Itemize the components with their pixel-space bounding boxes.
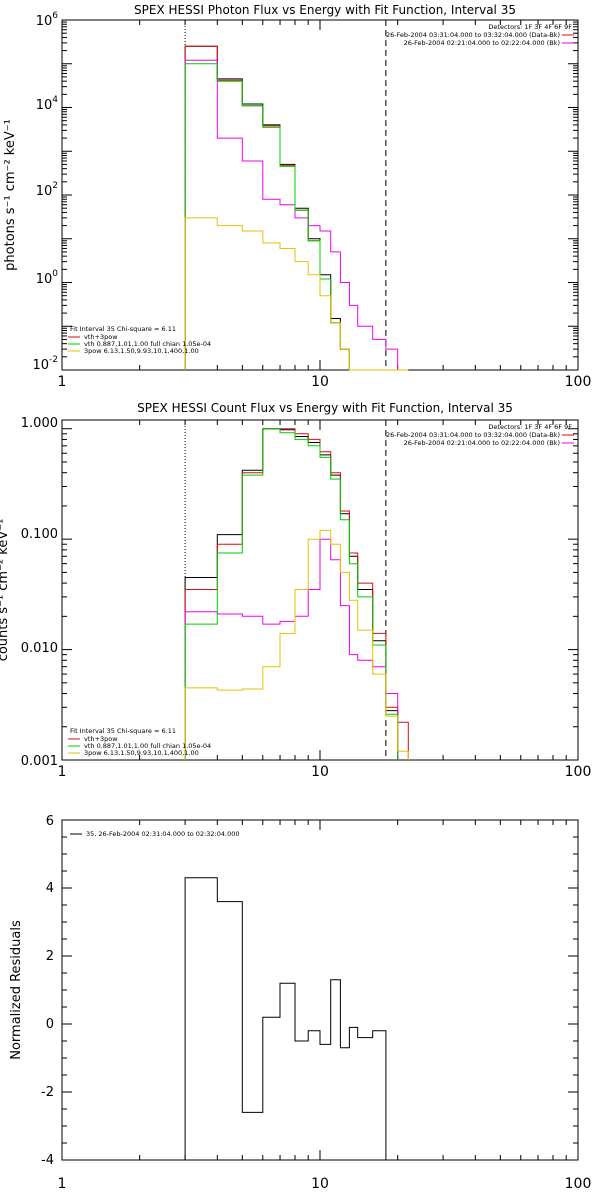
count-series-4 [184, 529, 409, 760]
residuals-ticks [61, 819, 579, 1161]
photon-legend-vth: vth 0.887,1.01,1.00 full chian 1.05e-04 [84, 340, 211, 348]
count-title: SPEX HESSI Count Flux vs Energy with Fit… [137, 401, 513, 415]
count-series-1 [184, 428, 409, 760]
photon-xtick-10: 10 [311, 374, 329, 390]
photon-range-lines [184, 20, 387, 370]
photon-bk-interval: 26-Feb-2004 02:21:04.000 to 02:22:04.000… [404, 39, 560, 47]
photon-legend-model: vth+3pow [84, 333, 118, 341]
residuals-ytick-0: -4 [41, 1153, 54, 1168]
residuals-series [184, 877, 387, 1160]
residuals-ytick-1: -2 [41, 1085, 54, 1100]
residuals-panel: 1 10 100 -4 -2 0 2 4 6 Normalized Residu… [9, 814, 591, 1192]
count-series-3 [184, 428, 399, 760]
photon-fit-info: Fit Interval 35 Chi-square = 6.11 [70, 325, 176, 333]
count-bk-interval: 26-Feb-2004 02:21:04.000 to 02:22:04.000… [404, 439, 560, 447]
residuals-xtick-100: 100 [565, 1176, 592, 1192]
count-legend-3pow: 3pow 6.13,1.50,9.93,10.1,400,1.00 [84, 749, 199, 757]
count-ytick-3: 1.000 [21, 416, 58, 431]
count-ytick-1: 0.010 [21, 641, 58, 656]
photon-ytick-3: 104 [36, 95, 59, 113]
count-flux-panel: SPEX HESSI Count Flux vs Energy with Fit… [0, 401, 591, 780]
photon-legend-3pow: 3pow 6.13,1.50,9.93,10.1,400,1.00 [84, 347, 199, 355]
photon-frame [61, 19, 579, 371]
photon-title: SPEX HESSI Photon Flux vs Energy with Fi… [134, 3, 516, 17]
count-ytick-0: 0.001 [21, 754, 58, 769]
count-ylabel: counts s⁻¹ cm⁻² keV⁻¹ [0, 519, 11, 662]
count-xtick-10: 10 [311, 764, 329, 780]
photon-ylabel: photons s⁻¹ cm⁻² keV⁻¹ [3, 119, 18, 271]
photon-ytick-2: 102 [36, 181, 58, 199]
photon-ytick-4: 106 [36, 11, 59, 29]
count-fit-info: Fit Interval 35 Chi-square = 6.11 [70, 727, 176, 735]
photon-series-4 [184, 217, 409, 371]
count-ytick-2: 0.100 [21, 527, 58, 542]
photon-ytick-0: 10-2 [32, 355, 58, 373]
residuals-ytick-3: 2 [46, 949, 54, 964]
residuals-ytick-4: 4 [46, 881, 54, 896]
photon-series-2 [184, 59, 399, 370]
count-data-interval: 26-Feb-2004 03:31:04.000 to 03:32:04.000… [386, 431, 560, 439]
photon-xtick-1: 1 [58, 374, 67, 390]
residuals-ylabel: Normalized Residuals [9, 920, 24, 1060]
photon-series-3 [184, 63, 386, 371]
residuals-legend: 35, 26-Feb-2004 02:31:04.000 to 02:32:04… [86, 830, 239, 838]
residuals-xtick-1: 1 [58, 1176, 67, 1192]
count-legend-vth: vth 0.887,1.01,1.00 full chian 1.05e-04 [84, 742, 211, 750]
count-detectors: Detectors: 1F 3F 4F 6F 9F [488, 423, 572, 431]
photon-series [184, 45, 409, 371]
photon-detectors: Detectors: 1F 3F 4F 6F 9F [488, 23, 572, 31]
photon-data-interval: 26-Feb-2004 03:31:04.000 to 03:32:04.000… [386, 31, 560, 39]
count-xtick-100: 100 [565, 764, 592, 780]
residuals-ytick-2: 0 [46, 1017, 54, 1032]
photon-series-0 [184, 45, 386, 371]
photon-series-1 [184, 45, 386, 371]
count-series [184, 428, 409, 760]
photon-ytick-1: 100 [36, 269, 59, 287]
residuals-series-0 [184, 877, 387, 1160]
residuals-ytick-5: 6 [46, 814, 54, 829]
residuals-xtick-10: 10 [311, 1176, 329, 1192]
count-legend-model: vth+3pow [84, 735, 118, 743]
photon-flux-panel: SPEX HESSI Photon Flux vs Energy with Fi… [3, 3, 591, 390]
photon-xtick-100: 100 [565, 374, 592, 390]
residuals-frame [61, 819, 579, 1161]
count-xtick-1: 1 [58, 764, 67, 780]
photon-ticks [61, 20, 579, 371]
